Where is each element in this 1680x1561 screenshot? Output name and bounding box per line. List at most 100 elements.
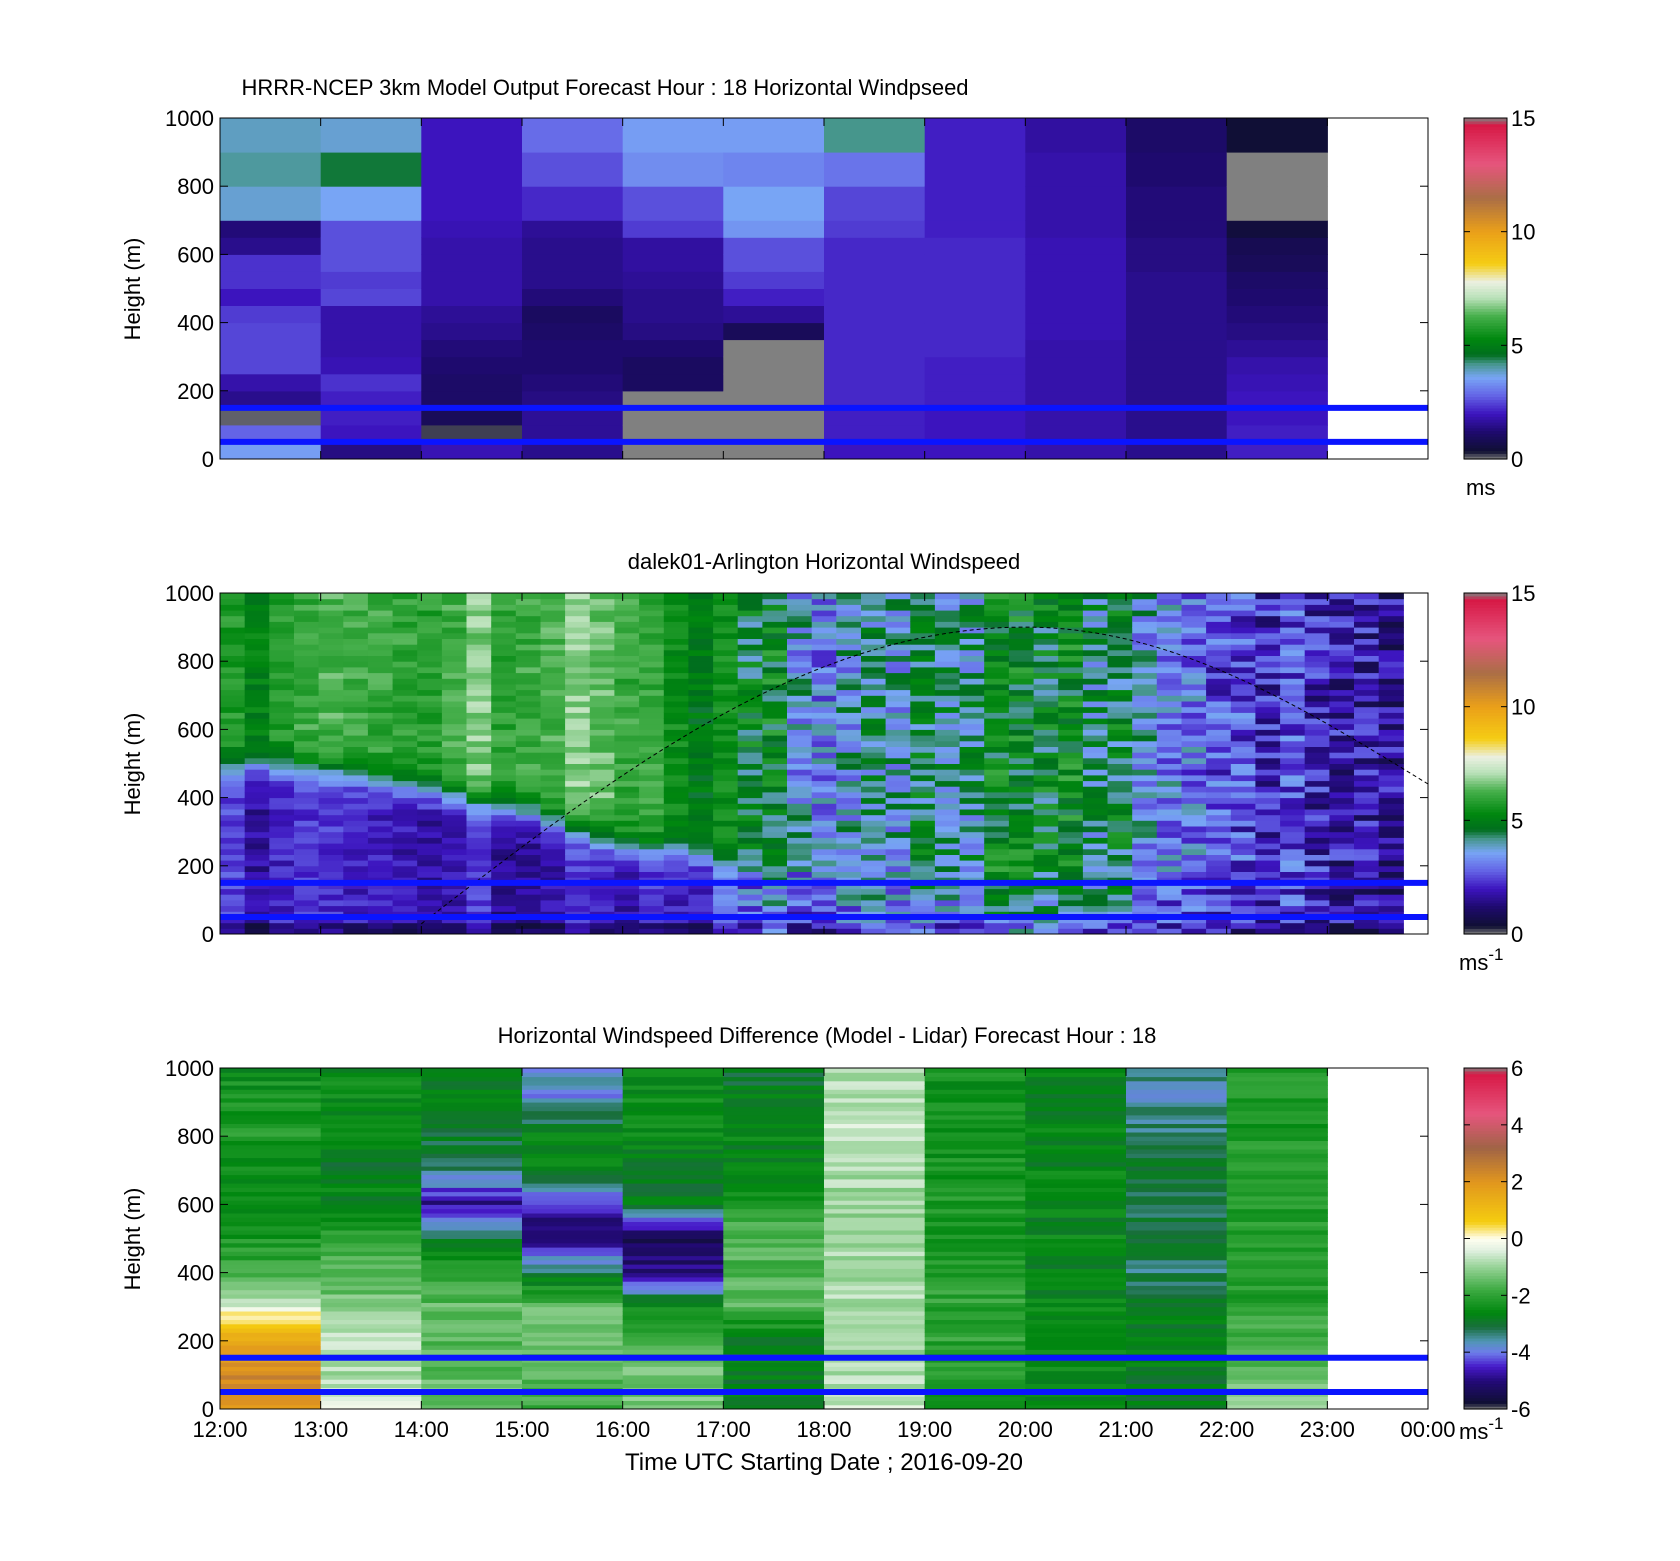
- colorbar-segment: [1464, 1221, 1507, 1225]
- heatmap-cell: [622, 1076, 724, 1082]
- heatmap-cell: [934, 644, 961, 651]
- heatmap-cell: [824, 1293, 926, 1299]
- heatmap-cell: [220, 701, 246, 708]
- heatmap-cell: [491, 797, 517, 804]
- heatmap-cell: [1156, 809, 1182, 816]
- heatmap-cell: [622, 118, 724, 153]
- heatmap-cell: [343, 831, 369, 838]
- heatmap-cell: [220, 683, 246, 691]
- heatmap-cell: [737, 763, 763, 770]
- heatmap-cell: [294, 689, 320, 696]
- heatmap-cell: [885, 882, 911, 890]
- heatmap-cell: [1226, 1370, 1328, 1376]
- heatmap-cell: [318, 695, 344, 702]
- heatmap-cell: [1156, 888, 1182, 895]
- heatmap-cell: [787, 803, 813, 810]
- heatmap-cell: [1304, 655, 1330, 662]
- heatmap-cell: [614, 871, 640, 878]
- heatmap-cell: [1132, 803, 1158, 810]
- heatmap-cell: [663, 598, 689, 605]
- heatmap-cell: [565, 922, 591, 929]
- heatmap-cell: [515, 791, 541, 799]
- heatmap-cell: [1226, 407, 1328, 426]
- heatmap-cell: [836, 712, 862, 719]
- heatmap-cell: [713, 809, 739, 816]
- heatmap-cell: [343, 922, 369, 929]
- heatmap-cell: [466, 604, 492, 611]
- heatmap-cell: [934, 843, 961, 850]
- colorbar-segment: [1464, 749, 1507, 753]
- colorbar-segment: [1464, 882, 1507, 887]
- colorbar-segment: [1464, 240, 1507, 244]
- heatmap-cell: [737, 610, 763, 617]
- heatmap-cell: [614, 723, 640, 730]
- heatmap-cell: [540, 763, 566, 770]
- colorbar-segment: [1464, 316, 1507, 321]
- heatmap-cell: [343, 604, 369, 611]
- heatmap-cell: [1230, 797, 1256, 804]
- heatmap-cell: [762, 888, 788, 895]
- heatmap-cell: [320, 1332, 422, 1338]
- panel-lidar-heatmap: [220, 593, 1404, 935]
- heatmap-cell: [688, 797, 714, 804]
- heatmap-cell: [1255, 786, 1281, 793]
- heatmap-cell: [1206, 871, 1232, 878]
- heatmap-cell: [910, 769, 936, 776]
- heatmap-cell: [220, 1110, 322, 1116]
- heatmap-cell: [441, 791, 468, 799]
- heatmap-cell: [220, 271, 322, 289]
- panel-lidar: dalek01-Arlington Horizontal Windspeed H…: [120, 549, 1535, 975]
- heatmap-cell: [540, 791, 566, 799]
- heatmap-cell: [713, 752, 739, 759]
- panel-model-title: HRRR-NCEP 3km Model Output Forecast Hour…: [241, 75, 968, 100]
- colorbar-frame: [1463, 592, 1508, 935]
- colorbar-segment: [1464, 1170, 1507, 1174]
- colorbar-segment: [1464, 396, 1507, 400]
- heatmap-cell: [320, 1302, 422, 1308]
- heatmap-cell: [318, 593, 344, 600]
- heatmap-cell: [367, 928, 394, 935]
- heatmap-cell: [540, 928, 566, 935]
- heatmap-cell: [811, 803, 837, 810]
- heatmap-cell: [762, 854, 788, 861]
- colorbar-segment: [1464, 817, 1507, 821]
- heatmap-cell: [220, 1131, 322, 1137]
- heatmap-cell: [622, 1281, 724, 1286]
- heatmap-cell: [824, 1383, 926, 1389]
- heatmap-cell: [367, 729, 394, 736]
- heatmap-cell: [343, 666, 369, 674]
- heatmap-cell: [1126, 1076, 1228, 1082]
- heatmap-cell: [421, 1221, 523, 1227]
- heatmap-cell: [320, 1306, 422, 1312]
- heatmap-cell: [1255, 922, 1281, 929]
- heatmap-cell: [220, 865, 246, 872]
- heatmap-cell: [824, 1174, 926, 1180]
- heatmap-cell: [220, 791, 246, 799]
- heatmap-cell: [1025, 1247, 1127, 1252]
- heatmap-cell: [540, 729, 566, 736]
- heatmap-cell: [491, 695, 517, 702]
- colorbar-segment: [1464, 248, 1507, 253]
- heatmap-cell: [1033, 922, 1059, 929]
- heatmap-cell: [565, 780, 591, 787]
- heatmap-cell: [1082, 871, 1109, 878]
- heatmap-cell: [762, 718, 788, 725]
- heatmap-cell: [663, 865, 689, 872]
- heatmap-cell: [1354, 598, 1380, 605]
- heatmap-cell: [762, 661, 788, 668]
- heatmap-cell: [1156, 712, 1182, 719]
- heatmap-cell: [1033, 598, 1059, 605]
- heatmap-cell: [441, 649, 468, 656]
- heatmap-cell: [1025, 1374, 1127, 1380]
- heatmap-cell: [639, 820, 665, 827]
- heatmap-cell: [220, 1345, 322, 1350]
- colorbar-segment: [1464, 214, 1507, 219]
- heatmap-cell: [421, 1404, 523, 1410]
- heatmap-cell: [639, 894, 665, 901]
- heatmap-cell: [421, 288, 523, 306]
- heatmap-cell: [1107, 604, 1133, 611]
- heatmap-cell: [1008, 706, 1035, 713]
- heatmap-cell: [1008, 865, 1035, 872]
- heatmap-cell: [622, 1072, 724, 1078]
- heatmap-cell: [1226, 1323, 1328, 1329]
